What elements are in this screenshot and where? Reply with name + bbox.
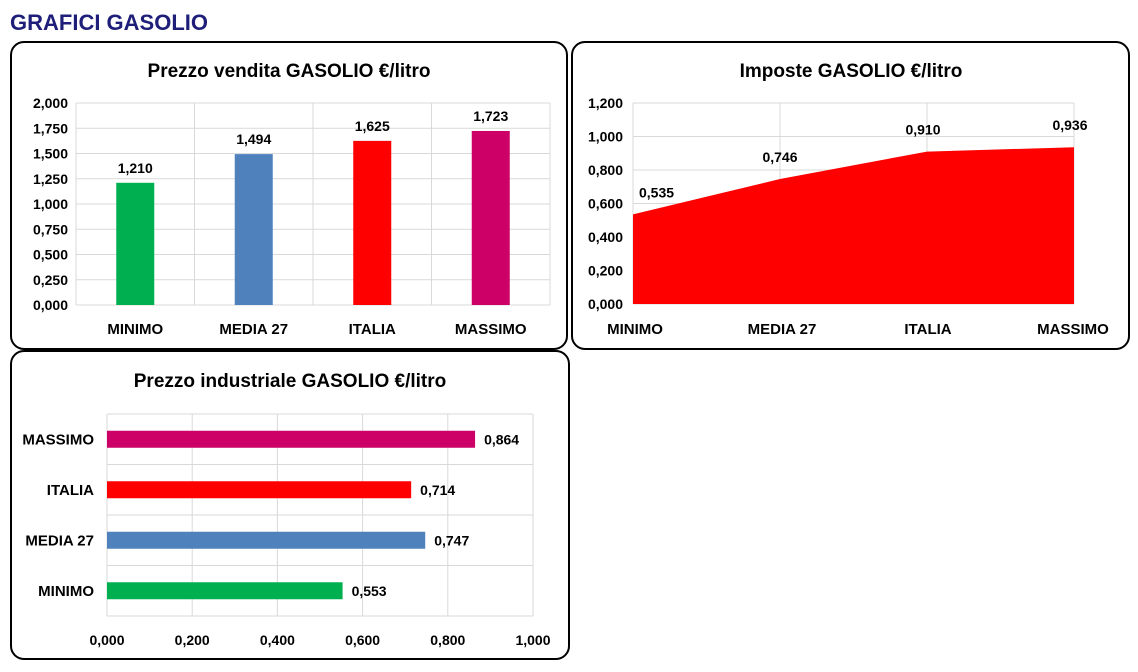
- data-label: 0,910: [905, 122, 940, 138]
- y-tick-label: 2,000: [33, 95, 68, 111]
- area-series: [633, 147, 1074, 304]
- y-category-label: MINIMO: [38, 583, 94, 600]
- y-tick-label: 1,500: [33, 146, 68, 162]
- bar: [107, 481, 412, 499]
- data-label: 0,747: [434, 532, 469, 548]
- y-tick-label: 0,250: [33, 272, 68, 288]
- data-label: 0,553: [352, 583, 387, 599]
- x-tick-label: 1,000: [515, 632, 550, 648]
- y-tick-label: 1,250: [33, 171, 68, 187]
- x-tick-label: 0,000: [89, 632, 124, 648]
- bar: [116, 182, 155, 305]
- chart-prezzo-industriale: Prezzo industriale GASOLIO €/litro 0,000…: [10, 350, 570, 660]
- y-tick-label: 0,800: [588, 162, 623, 178]
- y-tick-label: 0,600: [588, 196, 623, 212]
- x-category-label: MEDIA 27: [748, 321, 817, 338]
- x-tick-label: 0,600: [345, 632, 380, 648]
- y-tick-label: 1,000: [588, 129, 623, 145]
- x-category-label: MEDIA 27: [219, 321, 288, 338]
- y-tick-label: 0,750: [33, 221, 68, 237]
- chart-title: Prezzo vendita GASOLIO €/litro: [148, 61, 431, 82]
- x-category-label: ITALIA: [349, 321, 396, 338]
- y-tick-label: 1,750: [33, 120, 68, 136]
- data-label: 1,494: [236, 131, 271, 147]
- y-tick-label: 1,000: [33, 196, 68, 212]
- data-label: 0,864: [484, 431, 519, 447]
- chart-prezzo-industriale-svg: Prezzo industriale GASOLIO €/litro 0,000…: [22, 371, 550, 648]
- data-label: 0,535: [639, 184, 674, 200]
- bar: [107, 430, 476, 448]
- data-label: 1,723: [473, 108, 508, 124]
- y-tick-label: 0,000: [33, 297, 68, 313]
- y-tick-label: 0,000: [588, 296, 623, 312]
- page-title: GRAFICI GASOLIO: [10, 10, 208, 35]
- data-label: 0,746: [762, 149, 797, 165]
- y-category-label: MEDIA 27: [25, 532, 94, 549]
- y-tick-label: 1,200: [588, 95, 623, 111]
- chart-title: Prezzo industriale GASOLIO €/litro: [134, 371, 447, 392]
- y-tick-label: 0,400: [588, 229, 623, 245]
- data-label: 1,210: [118, 160, 153, 176]
- x-tick-label: 0,200: [175, 632, 210, 648]
- data-label: 0,936: [1052, 117, 1087, 133]
- bar: [471, 130, 510, 305]
- y-tick-label: 0,500: [33, 247, 68, 263]
- bar: [234, 154, 273, 305]
- x-category-label: MASSIMO: [1037, 321, 1109, 338]
- bar: [353, 140, 392, 305]
- x-category-label: MINIMO: [607, 321, 663, 338]
- bar: [107, 531, 426, 549]
- x-tick-label: 0,800: [430, 632, 465, 648]
- x-tick-label: 0,400: [260, 632, 295, 648]
- y-tick-label: 0,200: [588, 263, 623, 279]
- chart-imposte-svg: Imposte GASOLIO €/litro 0,000 0,200 0,400 0…: [588, 61, 1109, 338]
- y-category-label: MASSIMO: [22, 431, 94, 448]
- chart-title: Imposte GASOLIO €/litro: [740, 61, 963, 82]
- chart-prezzo-vendita-svg: Prezzo vendita GASOLIO €/litro 0,000 0,25…: [33, 61, 551, 338]
- chart-prezzo-vendita: Prezzo vendita GASOLIO €/litro 0,000 0,25…: [10, 41, 568, 350]
- x-category-label: MINIMO: [107, 321, 163, 338]
- bar: [107, 582, 343, 600]
- y-category-label: ITALIA: [47, 482, 94, 499]
- x-category-label: MASSIMO: [455, 321, 527, 338]
- chart-imposte: Imposte GASOLIO €/litro 0,000 0,200 0,400 0…: [571, 41, 1130, 350]
- data-label: 1,625: [355, 118, 390, 134]
- data-label: 0,714: [420, 482, 455, 498]
- x-category-label: ITALIA: [904, 321, 951, 338]
